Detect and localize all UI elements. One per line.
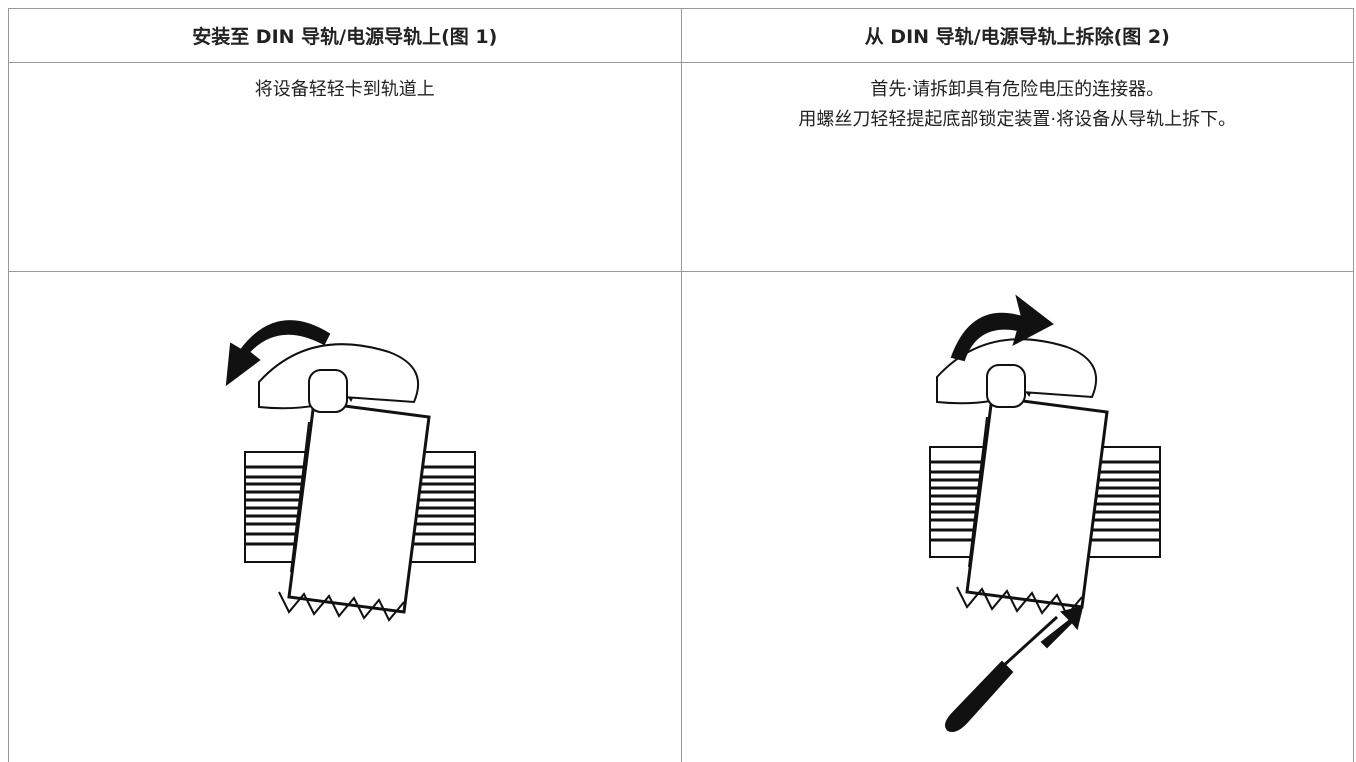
instruction-text: 将设备轻轻卡到轨道上 [9,75,681,105]
mount-illustration [9,272,681,762]
page: 安装至 DIN 导轨/电源导轨上(图 1) 从 DIN 导轨/电源导轨上拆除(图… [0,0,1356,746]
text-row: 将设备轻轻卡到轨道上 首先·请拆卸具有危险电压的连接器。 用螺丝刀轻轻提起底部锁… [9,63,1354,272]
header-cell: 安装至 DIN 导轨/电源导轨上(图 1) [9,9,682,63]
image-cell [9,272,682,762]
text-cell: 将设备轻轻卡到轨道上 [9,63,682,272]
removal-illustration [682,272,1354,762]
instruction-text: 用螺丝刀轻轻提起底部锁定装置·将设备从导轨上拆下。 [682,105,1354,135]
hand [259,344,418,412]
image-row [9,272,1354,762]
instruction-table: 安装至 DIN 导轨/电源导轨上(图 1) 从 DIN 导轨/电源导轨上拆除(图… [8,8,1354,762]
header-row: 安装至 DIN 导轨/电源导轨上(图 1) 从 DIN 导轨/电源导轨上拆除(图… [9,9,1354,63]
screwdriver [946,607,1082,731]
device [957,369,1107,615]
text-cell: 首先·请拆卸具有危险电压的连接器。 用螺丝刀轻轻提起底部锁定装置·将设备从导轨上… [681,63,1354,272]
instruction-text: 首先·请拆卸具有危险电压的连接器。 [682,75,1354,105]
device [279,374,429,620]
image-cell [681,272,1354,762]
header-cell: 从 DIN 导轨/电源导轨上拆除(图 2) [681,9,1354,63]
